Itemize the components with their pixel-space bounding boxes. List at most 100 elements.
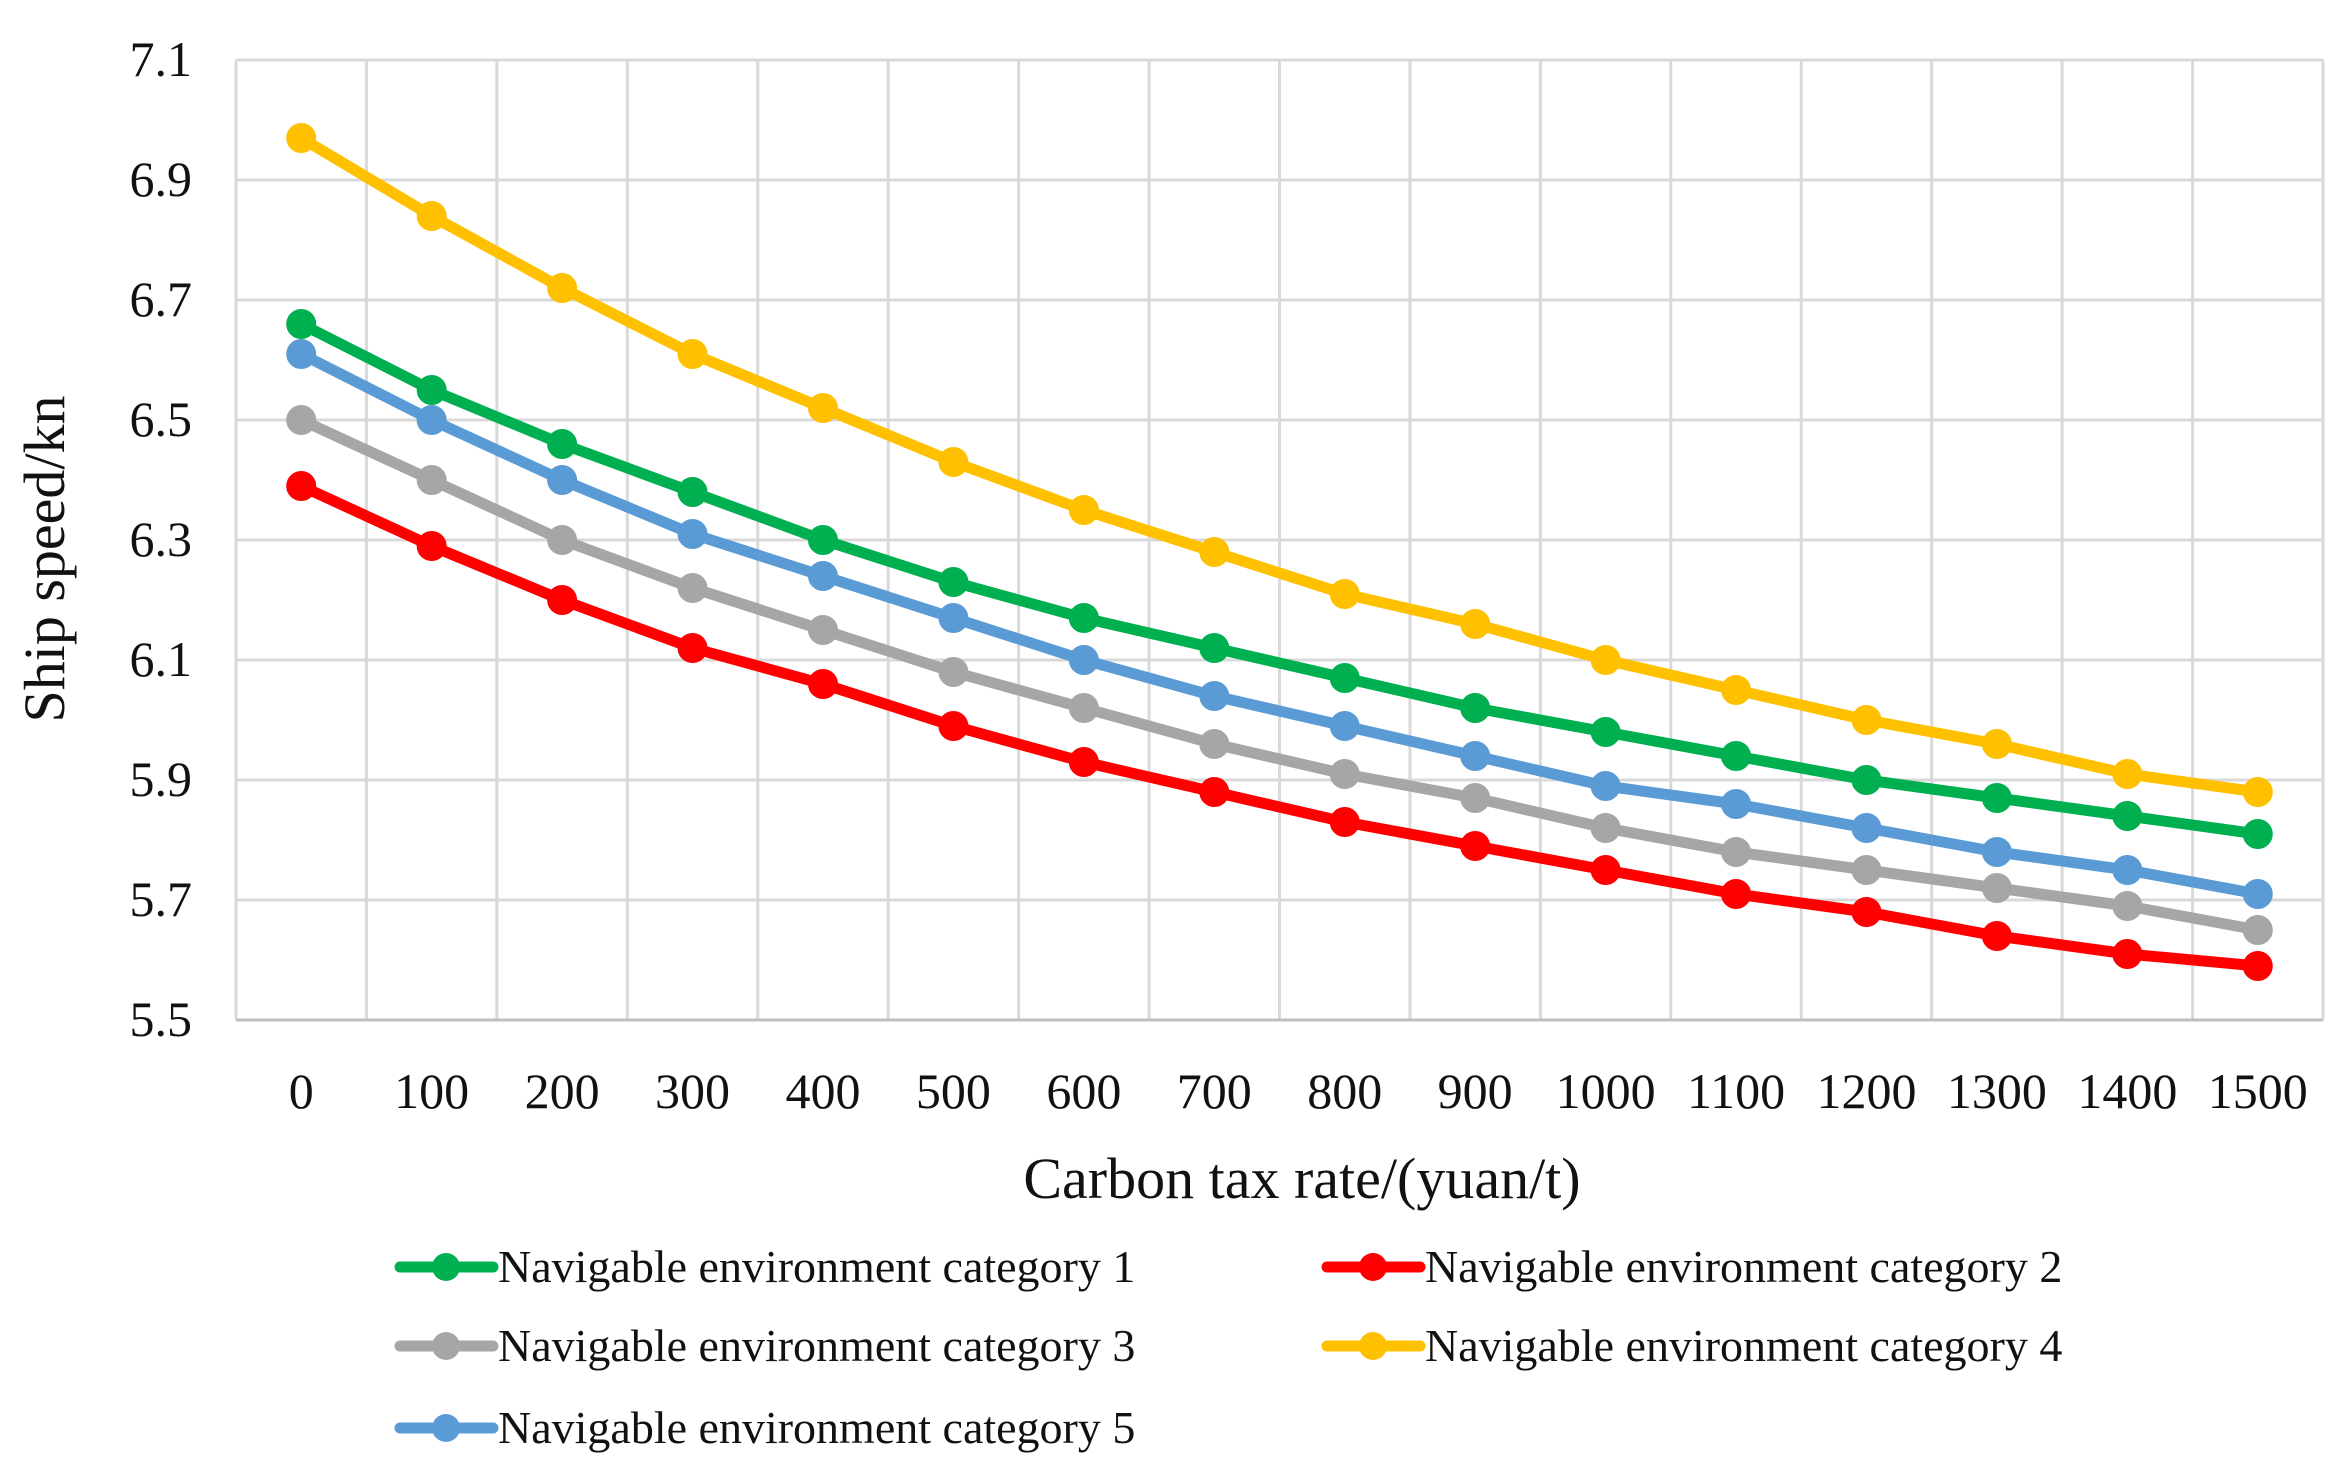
data-point — [416, 201, 447, 231]
y-axis-title: Ship speed/kn — [12, 395, 77, 722]
data-point — [2112, 855, 2143, 885]
data-point — [1199, 777, 1230, 807]
x-tick-label: 0 — [289, 1063, 314, 1119]
data-point — [1721, 879, 1752, 909]
x-tick-label: 1500 — [2208, 1063, 2308, 1119]
data-point — [807, 393, 838, 423]
data-point — [1199, 537, 1230, 567]
data-point — [1590, 855, 1621, 885]
data-point — [807, 525, 838, 555]
data-point — [1068, 495, 1099, 525]
data-point — [2242, 819, 2273, 849]
data-point — [1851, 897, 1882, 927]
data-point — [1068, 645, 1099, 675]
data-point — [807, 669, 838, 699]
data-point — [416, 465, 447, 495]
x-tick-label: 300 — [655, 1063, 730, 1119]
data-point — [2242, 879, 2273, 909]
data-point — [2242, 777, 2273, 807]
data-point — [1199, 681, 1230, 711]
legend-marker — [1359, 1332, 1387, 1360]
legend-item-2: Navigable environment category 2 — [1321, 1241, 2062, 1292]
legend-label: Navigable environment category 2 — [1425, 1241, 2062, 1292]
data-point — [1590, 813, 1621, 843]
data-point — [2242, 915, 2273, 945]
data-point — [416, 531, 447, 561]
data-point — [547, 429, 578, 459]
data-point — [1981, 729, 2012, 759]
data-point — [1851, 705, 1882, 735]
x-tick-label: 1300 — [1947, 1063, 2047, 1119]
legend-item-5: Navigable environment category 5 — [394, 1402, 1135, 1453]
legend: Navigable environment category 1 Navigabl… — [394, 1241, 2062, 1453]
data-point — [1590, 645, 1621, 675]
data-point — [286, 405, 317, 435]
x-tick-label: 400 — [785, 1063, 860, 1119]
data-point — [938, 567, 969, 597]
labels-layer: 5.5 5.7 5.9 6.1 6.3 6.5 6.7 6.9 7.1 0 100 200 300 400… — [130, 31, 2308, 1119]
data-point — [1460, 741, 1491, 771]
series-4 — [286, 123, 2273, 807]
data-point — [1460, 693, 1491, 723]
data-point — [1721, 789, 1752, 819]
series-layer — [286, 123, 2273, 981]
legend-item-3: Navigable environment category 3 — [394, 1320, 1135, 1371]
x-tick-label: 800 — [1307, 1063, 1382, 1119]
data-point — [677, 633, 708, 663]
data-point — [1329, 579, 1360, 609]
y-tick-label: 6.5 — [130, 391, 193, 447]
data-point — [807, 561, 838, 591]
data-point — [1329, 711, 1360, 741]
series-line — [295, 132, 2264, 798]
data-point — [1460, 783, 1491, 813]
x-tick-label: 1100 — [1687, 1063, 1785, 1119]
series-1 — [286, 309, 2273, 849]
data-point — [547, 525, 578, 555]
x-tick-label: 200 — [525, 1063, 600, 1119]
x-tick-label: 900 — [1438, 1063, 1513, 1119]
data-point — [677, 519, 708, 549]
data-point — [1721, 675, 1752, 705]
x-tick-label: 700 — [1177, 1063, 1252, 1119]
data-point — [547, 465, 578, 495]
data-point — [2112, 939, 2143, 969]
data-point — [2242, 951, 2273, 981]
data-point — [2112, 891, 2143, 921]
y-tick-label: 5.7 — [130, 871, 193, 927]
data-point — [677, 339, 708, 369]
x-tick-label: 1400 — [2077, 1063, 2177, 1119]
data-point — [416, 405, 447, 435]
data-point — [1460, 831, 1491, 861]
series-line — [295, 348, 2264, 900]
y-tick-label: 6.3 — [130, 511, 193, 567]
series-2 — [286, 471, 2273, 981]
data-point — [1851, 765, 1882, 795]
y-tick-label: 6.7 — [130, 271, 193, 327]
data-point — [1721, 837, 1752, 867]
x-tick-label: 1000 — [1556, 1063, 1656, 1119]
data-point — [2112, 759, 2143, 789]
data-point — [286, 123, 317, 153]
data-point — [1981, 783, 2012, 813]
data-point — [938, 657, 969, 687]
data-point — [1068, 747, 1099, 777]
data-point — [1851, 855, 1882, 885]
data-point — [1981, 921, 2012, 951]
x-axis-title: Carbon tax rate/(yuan/t) — [1023, 1146, 1580, 1211]
legend-item-1: Navigable environment category 1 — [394, 1241, 1135, 1292]
data-point — [286, 471, 317, 501]
series-line — [295, 480, 2264, 972]
legend-label: Navigable environment category 1 — [498, 1241, 1135, 1292]
data-point — [2112, 801, 2143, 831]
data-point — [1068, 603, 1099, 633]
legend-marker — [432, 1414, 460, 1442]
series-5 — [286, 339, 2273, 909]
data-point — [938, 603, 969, 633]
data-point — [1981, 873, 2012, 903]
data-point — [807, 615, 838, 645]
data-point — [677, 573, 708, 603]
data-point — [416, 375, 447, 405]
x-tick-label: 600 — [1046, 1063, 1121, 1119]
data-point — [547, 273, 578, 303]
legend-item-4: Navigable environment category 4 — [1321, 1320, 2062, 1371]
